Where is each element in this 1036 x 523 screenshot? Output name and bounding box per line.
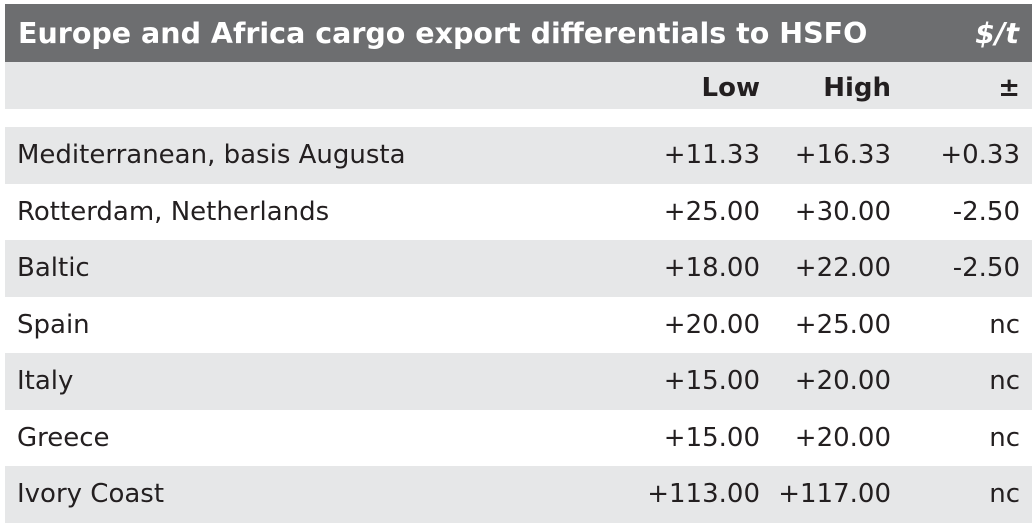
- row-location: Ivory Coast: [17, 479, 165, 510]
- row-high-value: +22.00: [794, 253, 891, 284]
- row-change-value: nc: [989, 422, 1020, 453]
- row-high-value: +25.00: [794, 309, 891, 340]
- row-low-value: +113.00: [647, 479, 760, 510]
- table-row: Baltic +18.00 +22.00 -2.50: [5, 240, 1032, 297]
- column-header-low: Low: [701, 72, 760, 103]
- row-low-value: +15.00: [663, 366, 760, 397]
- table-row: Mediterranean, basis Augusta +11.33 +16.…: [5, 127, 1032, 184]
- row-location: Italy: [17, 366, 74, 397]
- column-header-change: ±: [998, 72, 1020, 103]
- row-low-value: +11.33: [663, 140, 760, 171]
- row-location: Mediterranean, basis Augusta: [17, 140, 406, 171]
- row-location: Spain: [17, 309, 90, 340]
- table-title-bar: Europe and Africa cargo export different…: [5, 4, 1032, 62]
- row-change-value: -2.50: [952, 196, 1020, 227]
- row-high-value: +20.00: [794, 422, 891, 453]
- table-row: Rotterdam, Netherlands +25.00 +30.00 -2.…: [5, 184, 1032, 241]
- table-row: Spain +20.00 +25.00 nc: [5, 297, 1032, 354]
- row-location: Rotterdam, Netherlands: [17, 196, 330, 227]
- row-high-value: +20.00: [794, 366, 891, 397]
- table-row: Greece +15.00 +20.00 nc: [5, 410, 1032, 467]
- table-row: Italy +15.00 +20.00 nc: [5, 353, 1032, 410]
- row-low-value: +25.00: [663, 196, 760, 227]
- row-change-value: -2.50: [952, 253, 1020, 284]
- table-row: Ivory Coast +113.00 +117.00 nc: [5, 466, 1032, 523]
- column-header-row: Low High ±: [5, 62, 1032, 109]
- row-low-value: +20.00: [663, 309, 760, 340]
- row-change-value: nc: [989, 309, 1020, 340]
- row-high-value: +117.00: [778, 479, 891, 510]
- row-low-value: +18.00: [663, 253, 760, 284]
- row-location: Baltic: [17, 253, 90, 284]
- row-low-value: +15.00: [663, 422, 760, 453]
- row-change-value: nc: [989, 366, 1020, 397]
- unit-label: $/t: [975, 16, 1019, 50]
- differentials-table: Europe and Africa cargo export different…: [5, 4, 1032, 523]
- row-location: Greece: [17, 422, 110, 453]
- column-header-high: High: [823, 72, 891, 103]
- row-high-value: +16.33: [794, 140, 891, 171]
- row-high-value: +30.00: [794, 196, 891, 227]
- header-spacer: [5, 109, 1032, 127]
- table-title: Europe and Africa cargo export different…: [18, 16, 868, 50]
- row-change-value: +0.33: [940, 140, 1020, 171]
- row-change-value: nc: [989, 479, 1020, 510]
